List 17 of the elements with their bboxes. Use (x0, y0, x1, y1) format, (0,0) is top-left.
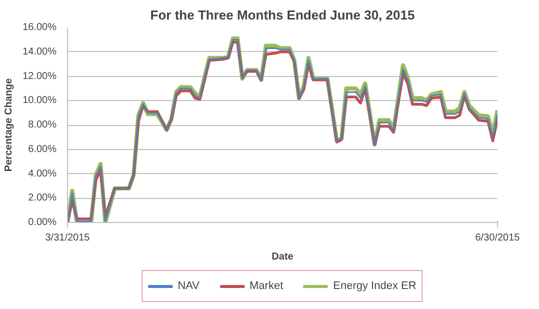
chart-title: For the Three Months Ended June 30, 2015 (150, 8, 415, 22)
y-tick-label: 6.00% (28, 144, 57, 155)
legend-label: Energy Index ER (333, 280, 416, 292)
y-tick-label: 2.00% (28, 192, 57, 204)
y-tick-label: 4.00% (28, 168, 57, 180)
y-tick-label: 0.00% (28, 217, 57, 228)
x-tick-label: 3/31/2015 (45, 232, 90, 244)
y-tick-label: 16.00% (22, 22, 57, 33)
x-tick-label: 6/30/2015 (475, 232, 520, 244)
y-tick-label: 8.00% (28, 120, 57, 130)
y-axis-title: Percentage Change (4, 78, 15, 172)
y-tick-label: 12.00% (22, 70, 57, 82)
y-tick-label: 14.00% (22, 46, 57, 58)
y-tick-label: 10.00% (22, 95, 57, 106)
legend-label: Market (250, 280, 284, 292)
legend-label: NAV (178, 280, 200, 292)
x-axis-title: Date (272, 252, 294, 262)
